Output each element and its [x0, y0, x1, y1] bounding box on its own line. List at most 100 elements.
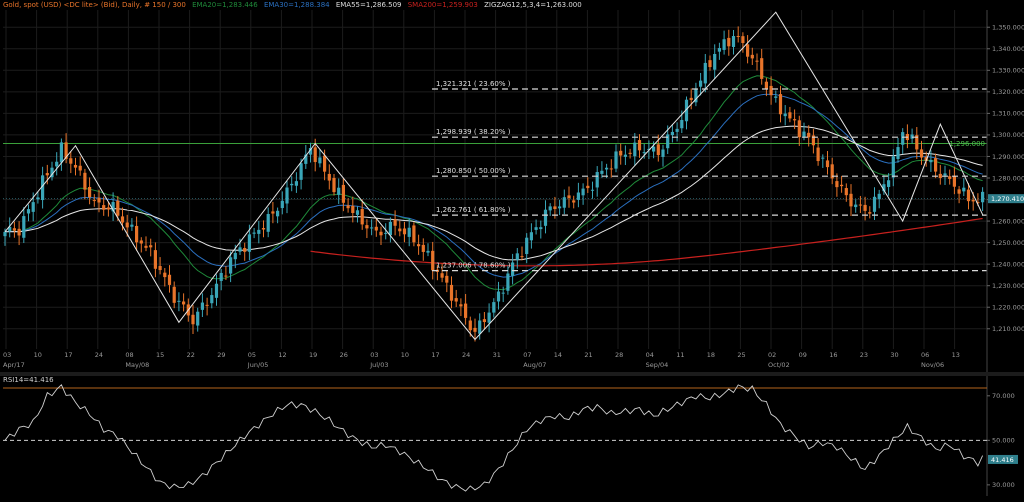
- axes: 1,210.000 1,220.000 1,230.000 1,240.000 1,25…: [3, 10, 1024, 496]
- candle: [548, 206, 552, 211]
- candle: [233, 252, 237, 260]
- candle: [727, 37, 731, 47]
- candle: [135, 225, 139, 243]
- month-label: May/08: [125, 361, 149, 369]
- candle: [205, 304, 209, 306]
- candle: [652, 146, 656, 152]
- candle: [680, 119, 684, 129]
- candle: [764, 81, 768, 89]
- x-tick-label: 08: [125, 351, 133, 359]
- candle: [807, 132, 811, 138]
- x-tick-label: 21: [584, 351, 592, 359]
- month-label: Sep/04: [646, 361, 669, 369]
- ema20-legend: EMA20=1,283.446: [192, 1, 258, 9]
- candle: [116, 200, 120, 216]
- candle: [619, 150, 623, 156]
- candle: [741, 36, 745, 44]
- candle: [73, 164, 78, 168]
- candle: [153, 250, 157, 269]
- candle: [821, 157, 825, 159]
- candle: [731, 36, 736, 47]
- candle: [924, 156, 928, 161]
- candle: [919, 149, 924, 158]
- candle: [64, 142, 68, 159]
- candle: [280, 200, 284, 209]
- x-tick-label: 19: [309, 351, 317, 359]
- candle: [252, 232, 256, 234]
- candle: [158, 266, 162, 271]
- y-tick-label: 1,300.000: [992, 131, 1024, 139]
- candle: [449, 284, 454, 301]
- y-tick-label: 1,230.000: [992, 282, 1024, 290]
- candle: [92, 200, 96, 202]
- candle: [482, 319, 486, 323]
- candle: [257, 229, 261, 234]
- candle: [384, 232, 388, 234]
- x-tick-label: 26: [340, 351, 348, 359]
- candle: [308, 147, 313, 155]
- candle: [26, 209, 31, 214]
- candle: [106, 207, 110, 210]
- candle: [783, 113, 787, 117]
- candle: [31, 202, 35, 212]
- candle: [891, 156, 895, 178]
- y-tick-label: 1,350.000: [992, 24, 1024, 32]
- candle: [45, 173, 49, 176]
- candle: [840, 184, 844, 187]
- fib-label: 1,237.006 ( 78.60% ): [436, 262, 511, 270]
- candle: [529, 232, 533, 241]
- x-tick-label: 24: [95, 351, 103, 359]
- candle: [69, 158, 73, 164]
- sma200-line: [310, 217, 983, 267]
- candle: [313, 147, 317, 163]
- candle: [675, 128, 679, 132]
- month-label: Nov/06: [921, 361, 944, 369]
- candle: [708, 60, 712, 68]
- candle: [224, 275, 228, 277]
- candle: [957, 189, 961, 194]
- candle: [55, 161, 59, 167]
- candle: [327, 173, 331, 181]
- candle: [365, 225, 369, 229]
- candle: [600, 170, 604, 174]
- candle: [703, 62, 707, 84]
- ema20-line: [4, 75, 983, 291]
- candle: [755, 60, 759, 62]
- rsi-value-label: 41.416: [991, 456, 1014, 464]
- y-tick-label: 1,340.000: [992, 45, 1024, 53]
- candle: [200, 302, 204, 310]
- candle: [572, 200, 576, 203]
- candle: [774, 96, 778, 98]
- candle: [59, 142, 63, 163]
- x-tick-label: 31: [493, 351, 501, 359]
- candle: [12, 228, 16, 231]
- candle: [623, 154, 627, 157]
- candle: [191, 314, 195, 325]
- x-tick-label: 22: [187, 351, 195, 359]
- fibonacci-levels: 1,321.321 ( 23.60% ) 1,298.939 ( 38.20% )…: [432, 80, 987, 272]
- rsi-tick-label: 70.000: [992, 392, 1015, 400]
- x-tick-label: 29: [217, 351, 225, 359]
- candle: [196, 311, 200, 326]
- candle: [172, 286, 176, 303]
- panel-separator[interactable]: [0, 372, 1024, 376]
- candle: [929, 159, 933, 163]
- candle: [271, 211, 275, 214]
- ema30-legend: EMA30=1,288.384: [264, 1, 330, 9]
- candle: [877, 193, 881, 200]
- candle: [684, 99, 689, 122]
- candle: [896, 147, 900, 159]
- candle: [971, 199, 975, 202]
- candle: [496, 291, 501, 302]
- candle: [355, 210, 360, 215]
- candle: [778, 94, 783, 115]
- fib-label: 1,298.939 ( 38.20% ): [436, 128, 511, 136]
- instrument-title: Gold, spot (USD) <DC lite> (Bid), Daily,…: [3, 1, 186, 9]
- candle: [210, 295, 214, 304]
- candle: [464, 303, 468, 318]
- candle: [948, 176, 952, 179]
- candle: [3, 231, 7, 237]
- candle: [36, 197, 40, 200]
- candle: [388, 221, 392, 236]
